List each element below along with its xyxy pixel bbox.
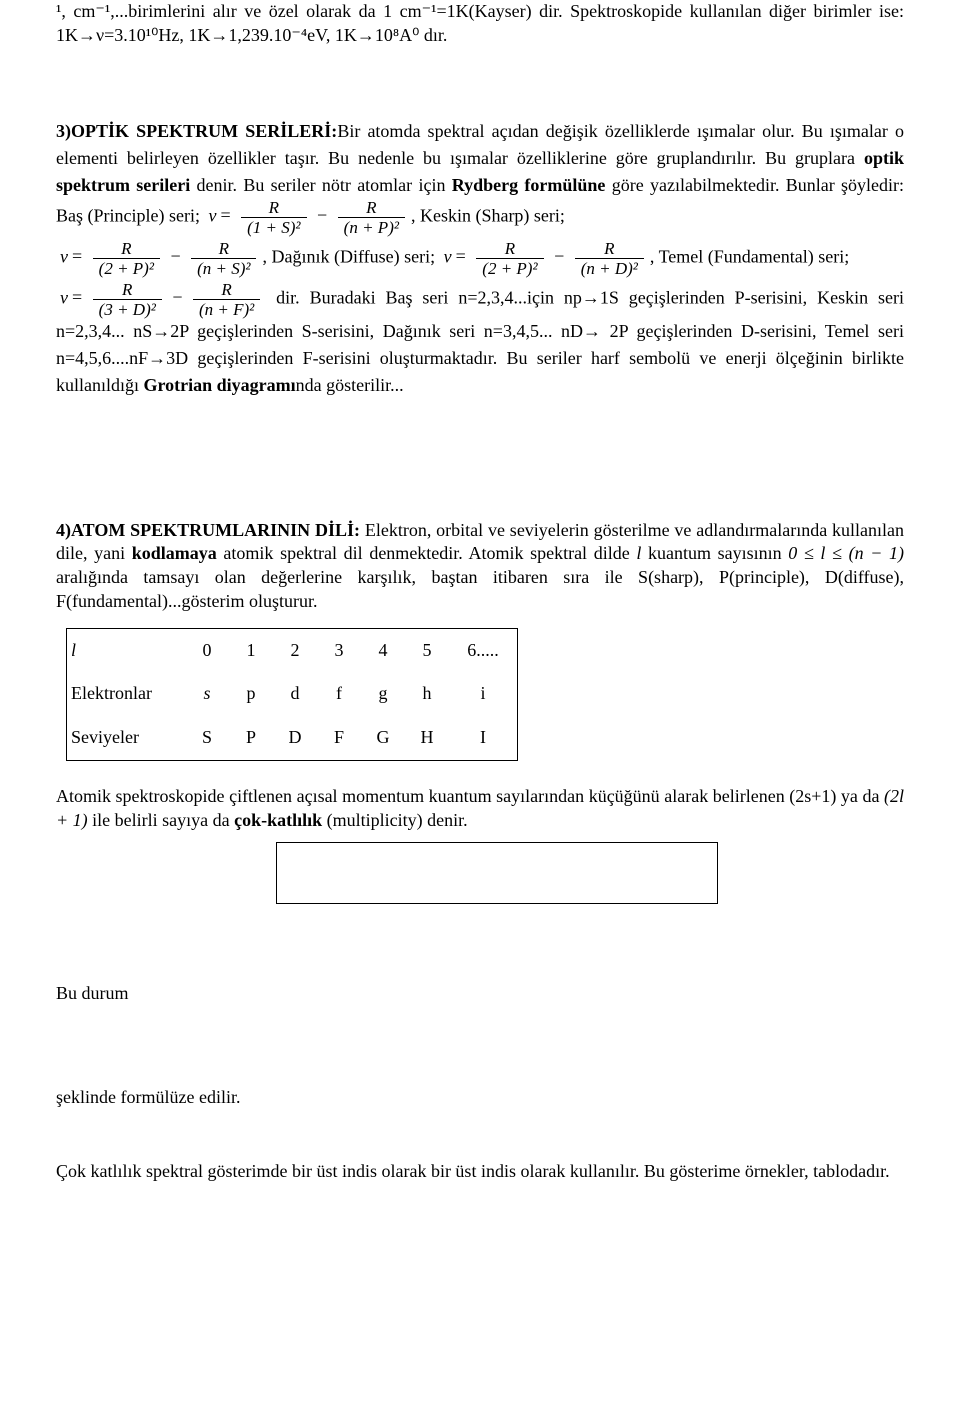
num: R [575,240,644,259]
sec4-after: Atomik spektroskopide çiftlenen açısal m… [56,785,904,833]
cell: 6..... [449,628,518,672]
quantum-table: l 0 1 2 3 4 5 6..... Elektronlar s p d f… [66,628,518,761]
sec4-b: kodlamaya [132,543,217,563]
bu-durum: Bu durum [56,982,904,1006]
den: (2 + P)² [476,259,543,277]
row3-label: Seviyeler [67,716,186,760]
sec3-text-h: , Temel (Fundamental) seri; [650,246,849,266]
cell: s [185,672,229,716]
eq-principle: ν= R(1 + S)² − R(n + P)² [208,199,406,236]
formuluze: şeklinde formülüze edilir. [56,1086,904,1110]
cell: P [229,716,273,760]
frac: R(1 + S)² [241,199,306,236]
sec3-bold-d: Rydberg formülüne [452,175,606,195]
num: R [241,199,306,218]
nu: ν [60,246,68,266]
section-4: 4)ATOM SPEKTRUMLARININ DİLİ: Elektron, o… [56,519,904,614]
den: (1 + S)² [241,218,306,236]
sec3-text-f: , Keskin (Sharp) seri; [411,205,565,225]
den: (n + D)² [575,259,644,277]
cell: g [361,672,405,716]
sec3-text-c: denir. Bu seriler nötr atomlar için [190,175,451,195]
row2-label: Elektronlar [67,672,186,716]
cell: 1 [229,628,273,672]
page: ¹, cm⁻¹,...birimlerini alır ve özel olar… [0,0,960,1234]
cell: F [317,716,361,760]
den: (n + F)² [193,300,260,318]
cell: p [229,672,273,716]
frac: R(n + S)² [191,240,256,277]
spacer [56,1120,904,1160]
cell: 4 [361,628,405,672]
den: (n + S)² [191,259,256,277]
sec3-text-k: nda gösterilir... [296,375,404,395]
sec4-g: aralığında tamsayı olan değerlerine karş… [56,567,904,611]
sec4-title: 4)ATOM SPEKTRUMLARININ DİLİ: [56,520,360,540]
num: R [193,281,260,300]
cell: 2 [273,628,317,672]
nu: ν [208,205,216,225]
cell: i [449,672,518,716]
sec4-after-d: çok-katlılık [234,810,322,830]
sec4-c: atomik spektral dil denmektedir. Atomik … [217,543,637,563]
frac: R(n + P)² [338,199,405,236]
den: (n + P)² [338,218,405,236]
num: R [93,281,162,300]
cell: f [317,672,361,716]
eq-diffuse: ν= R(2 + P)² − R(n + D)² [444,240,646,277]
num: R [476,240,543,259]
spacer [56,58,904,118]
num: R [93,240,160,259]
frac: R(3 + D)² [93,281,162,318]
nu: ν [444,246,452,266]
empty-box [276,842,718,904]
frac: R(n + F)² [193,281,260,318]
intro-paragraph: ¹, cm⁻¹,...birimlerini alır ve özel olar… [56,0,904,48]
sec4-after-c: ile belirli sayıya da [88,810,234,830]
sec4-after-a: Atomik spektroskopide çiftlenen açısal m… [56,786,884,806]
cell: d [273,672,317,716]
sec4-e: kuantum sayısının [641,543,788,563]
cell: D [273,716,317,760]
table-row: Seviyeler S P D F G H I [67,716,518,760]
table-row: l 0 1 2 3 4 5 6..... [67,628,518,672]
nu: ν [60,287,68,307]
frac: R(2 + P)² [93,240,160,277]
den: (3 + D)² [93,300,162,318]
cell: 5 [405,628,449,672]
num: R [191,240,256,259]
row1-label: l [67,628,186,672]
son-paragraph: Çok katlılık spektral gösterimde bir üst… [56,1160,904,1184]
sec3-bold-j: Grotrian diyagramı [144,375,296,395]
sec3-title: 3)OPTİK SPEKTRUM SERİLERİ: [56,121,337,141]
table-row: Elektronlar s p d f g h i [67,672,518,716]
num: R [338,199,405,218]
cell: 3 [317,628,361,672]
section-3: 3)OPTİK SPEKTRUM SERİLERİ:Bir atomda spe… [56,118,904,399]
eq-sharp: ν= R(2 + P)² − R(n + S)² [60,240,258,277]
frac: R(n + D)² [575,240,644,277]
cell: G [361,716,405,760]
sec3-text-g: , Dağınık (Diffuse) seri; [262,246,439,266]
sec4-range: 0 ≤ l ≤ (n − 1) [788,543,904,563]
eq-fundamental: ν= R(3 + D)² − R(n + F)² [60,281,262,318]
frac: R(2 + P)² [476,240,543,277]
cell: I [449,716,518,760]
cell: h [405,672,449,716]
cell: 0 [185,628,229,672]
spacer [56,409,904,519]
den: (2 + P)² [93,259,160,277]
sec4-after-e: (multiplicity) denir. [322,810,467,830]
spacer [56,922,904,982]
spacer [56,1016,904,1086]
intro-text: ¹, cm⁻¹,...birimlerini alır ve özel olar… [56,1,904,45]
cell: H [405,716,449,760]
cell: S [185,716,229,760]
